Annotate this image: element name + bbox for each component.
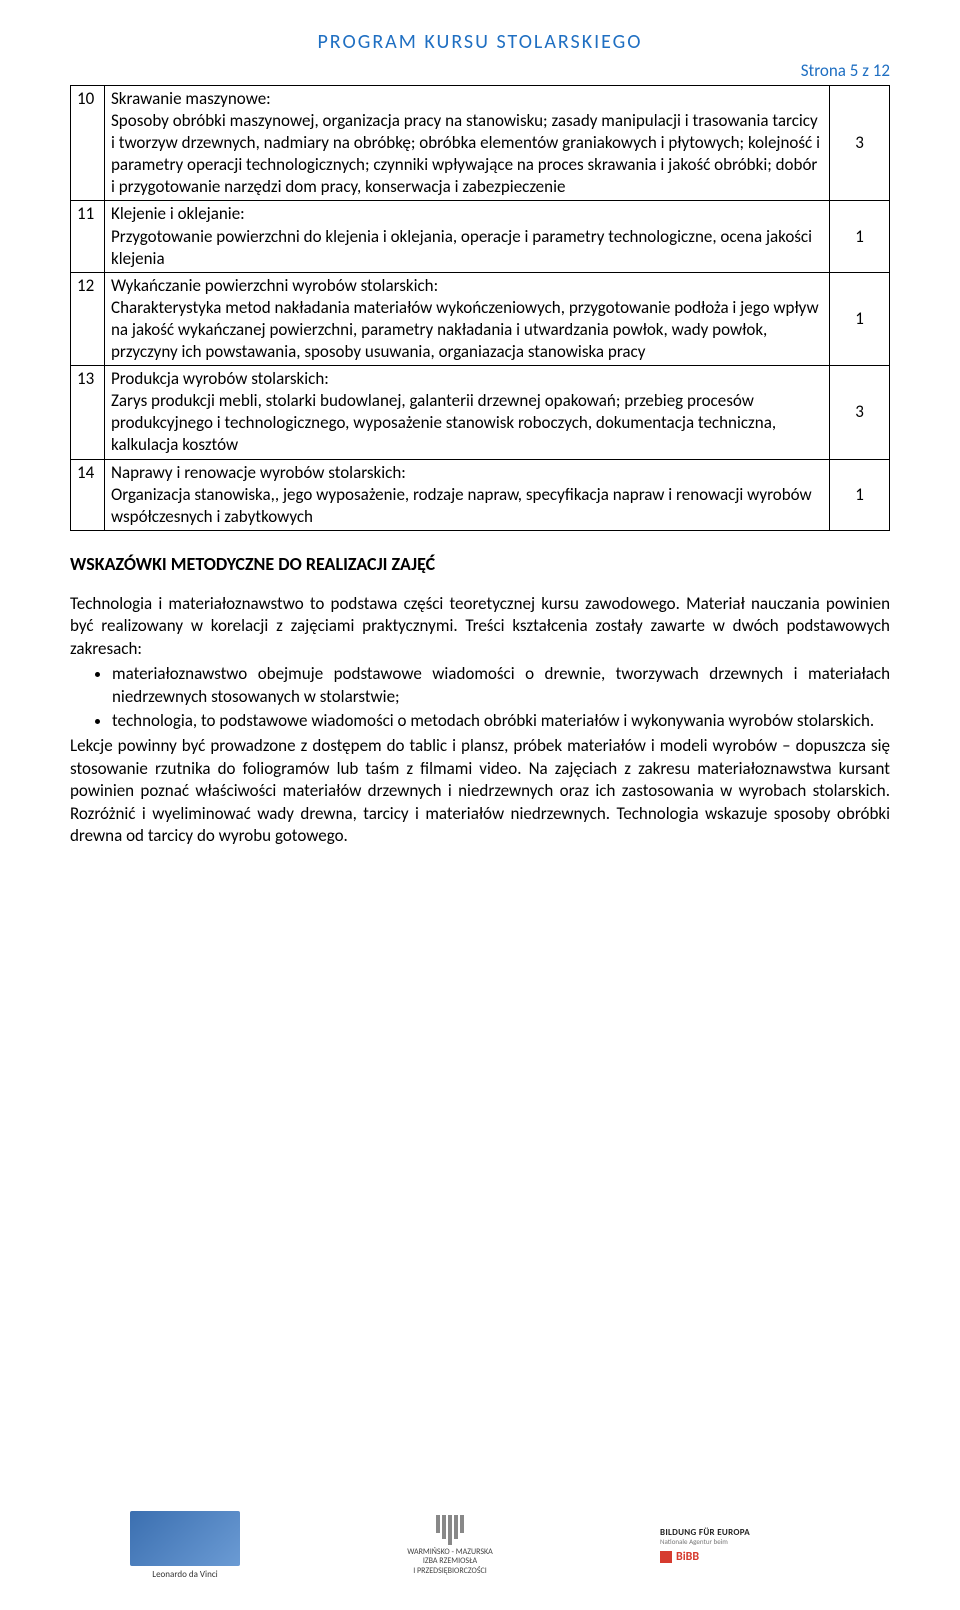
table-row: 13 Produkcja wyrobów stolarskich: Zarys …	[71, 366, 890, 459]
row-title: Naprawy i renowacje wyrobów stolarskich:	[111, 462, 823, 484]
paragraph-intro: Technologia i materiałoznawstwo to podst…	[70, 593, 890, 660]
row-number: 14	[71, 459, 105, 530]
footer-logo-bibb: BILDUNG FÜR EUROPA Nationale Agentur bei…	[660, 1518, 830, 1573]
footer: Leonardo da Vinci WARMIŃSKO - MAZURSKA I…	[0, 1511, 960, 1580]
row-number: 13	[71, 366, 105, 459]
row-title: Wykańczanie powierzchni wyrobów stolarsk…	[111, 275, 823, 297]
row-body: Wykańczanie powierzchni wyrobów stolarsk…	[105, 272, 830, 365]
bullet-list: materiałoznawstwo obejmuje podstawowe wi…	[112, 662, 890, 733]
list-item: materiałoznawstwo obejmuje podstawowe wi…	[112, 662, 890, 709]
row-desc: Organizacja stanowiska,, jego wyposażeni…	[111, 484, 812, 527]
izba-icon: WARMIŃSKO - MAZURSKA IZBA RZEMIOSŁA I PR…	[380, 1516, 520, 1576]
leonardo-icon	[130, 1511, 240, 1566]
row-number: 11	[71, 201, 105, 272]
row-value: 1	[830, 201, 890, 272]
row-body: Skrawanie maszynowe: Sposoby obróbki mas…	[105, 86, 830, 201]
row-body: Klejenie i oklejanie: Przygotowanie powi…	[105, 201, 830, 272]
row-body: Naprawy i renowacje wyrobów stolarskich:…	[105, 459, 830, 530]
table-row: 11 Klejenie i oklejanie: Przygotowanie p…	[71, 201, 890, 272]
paragraph-end: Lekcje powinny być prowadzone z dostępem…	[70, 735, 890, 847]
bibb-square-icon	[660, 1551, 672, 1563]
row-title: Produkcja wyrobów stolarskich:	[111, 368, 823, 390]
page-indicator: Strona 5 z 12	[70, 60, 890, 81]
footer-logo-izba: WARMIŃSKO - MAZURSKA IZBA RZEMIOSŁA I PR…	[380, 1516, 520, 1576]
row-title: Skrawanie maszynowe:	[111, 88, 823, 110]
row-number: 10	[71, 86, 105, 201]
row-value: 1	[830, 272, 890, 365]
row-desc: Przygotowanie powierzchni do klejenia i …	[111, 226, 812, 269]
bibb-sub: Nationale Agentur beim	[660, 1538, 728, 1547]
row-desc: Charakterystyka metod nakładania materia…	[111, 297, 819, 362]
list-item: technologia, to podstawowe wiadomości o …	[112, 709, 890, 733]
row-value: 3	[830, 366, 890, 459]
bibb-brand: BiBB	[676, 1550, 699, 1565]
table-row: 14 Naprawy i renowacje wyrobów stolarski…	[71, 459, 890, 530]
row-value: 1	[830, 459, 890, 530]
row-number: 12	[71, 272, 105, 365]
footer-logo-leonardo: Leonardo da Vinci	[130, 1511, 240, 1580]
table-row: 12 Wykańczanie powierzchni wyrobów stola…	[71, 272, 890, 365]
content-table: 10 Skrawanie maszynowe: Sposoby obróbki …	[70, 85, 890, 531]
row-body: Produkcja wyrobów stolarskich: Zarys pro…	[105, 366, 830, 459]
row-desc: Zarys produkcji mebli, stolarki budowlan…	[111, 390, 776, 455]
izba-line3: I PRZEDSIĘBIORCZOŚCI	[413, 1567, 487, 1577]
leonardo-label: Leonardo da Vinci	[152, 1569, 217, 1580]
table-row: 10 Skrawanie maszynowe: Sposoby obróbki …	[71, 86, 890, 201]
section-heading: WSKAZÓWKI METODYCZNE DO REALIZACJI ZAJĘĆ	[70, 553, 890, 575]
document-title: PROGRAM KURSU STOLARSKIEGO	[70, 30, 890, 54]
row-value: 3	[830, 86, 890, 201]
row-desc: Sposoby obróbki maszynowej, organizacja …	[111, 110, 820, 197]
row-title: Klejenie i oklejanie:	[111, 203, 823, 225]
